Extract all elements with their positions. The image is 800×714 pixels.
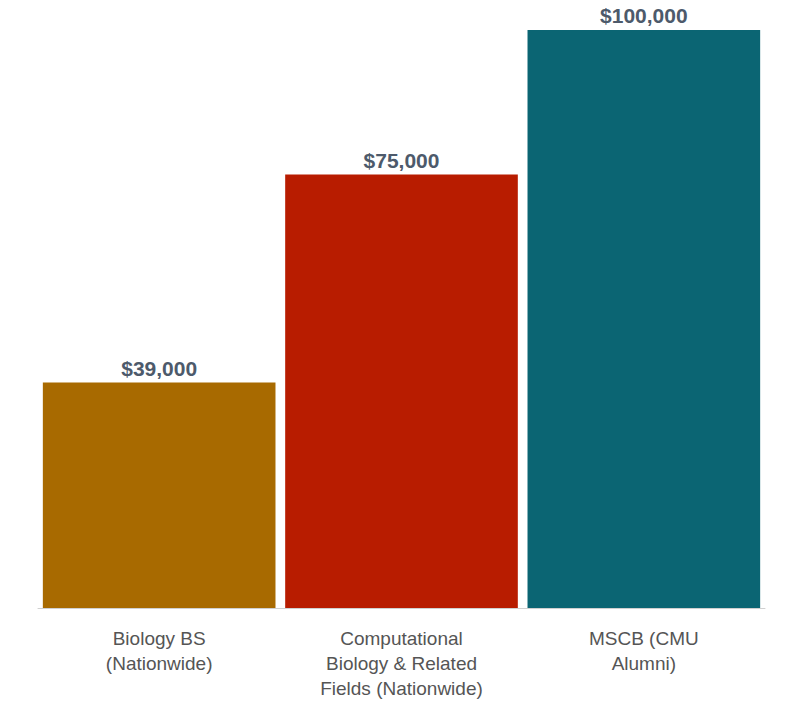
svg-text:(Nationwide): (Nationwide) [106,653,213,674]
svg-text:MSCB (CMU: MSCB (CMU [589,628,699,649]
svg-text:$100,000: $100,000 [600,4,688,27]
svg-text:Biology BS: Biology BS [113,628,206,649]
svg-text:Biology & Related: Biology & Related [326,653,477,674]
svg-text:$39,000: $39,000 [121,357,197,380]
svg-text:Computational: Computational [340,628,463,649]
svg-text:$75,000: $75,000 [364,149,440,172]
svg-text:Fields (Nationwide): Fields (Nationwide) [320,678,483,699]
svg-text:Alumni): Alumni) [612,653,676,674]
